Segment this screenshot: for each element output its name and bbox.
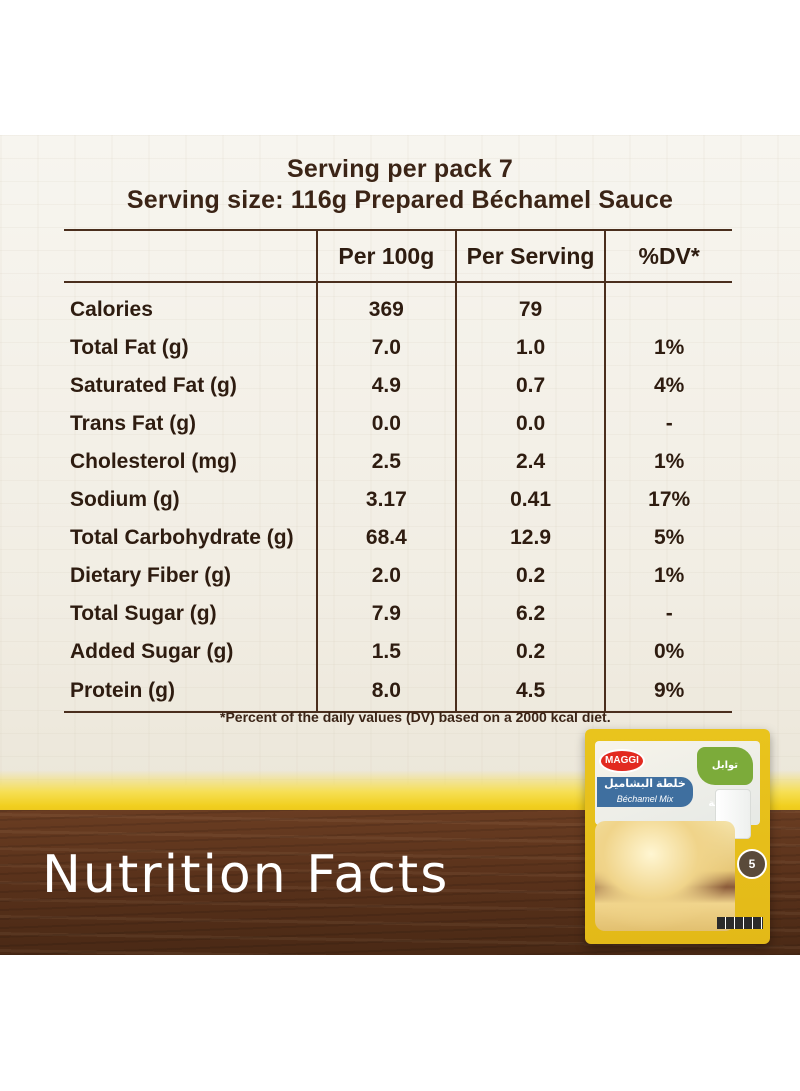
maggi-logo: MAGGI bbox=[599, 749, 645, 773]
per-serving-value: 0.41 bbox=[454, 481, 606, 519]
dv-value: - bbox=[604, 405, 732, 443]
table-header-row: Per 100g Per Serving %DV* bbox=[64, 229, 732, 283]
per-serving-value: 0.2 bbox=[454, 633, 606, 671]
nutrient-name: Saturated Fat (g) bbox=[70, 374, 237, 397]
nutrient-name: Dietary Fiber (g) bbox=[70, 564, 232, 587]
per-100g-value: 4.9 bbox=[315, 367, 456, 405]
per-serving-value: 4.5 bbox=[454, 671, 606, 713]
per-100g-value: 68.4 bbox=[315, 519, 456, 557]
nutrient-name: Trans Fat (g) bbox=[70, 412, 197, 435]
table-row: Protein (g) 8.0 4.5 9% bbox=[64, 671, 732, 713]
dv-footnote: *Percent of the daily values (DV) based … bbox=[220, 709, 611, 725]
table-row: Calories 369 79 bbox=[64, 282, 732, 329]
nutrient-name: Protein (g) bbox=[64, 671, 317, 713]
dv-value: 1% bbox=[604, 329, 732, 367]
product-name-ribbon: خلطة البشاميل Béchamel Mix bbox=[597, 777, 693, 807]
header-dv: %DV* bbox=[604, 229, 732, 283]
per-serving-value: 0.7 bbox=[454, 367, 606, 405]
dv-value: 9% bbox=[604, 671, 732, 713]
per-100g-value: 3.17 bbox=[315, 481, 456, 519]
product-pack-image: MAGGI توابل طبيعية خلطة البشاميل Béchame… bbox=[585, 729, 770, 944]
product-name-english: Béchamel Mix bbox=[616, 794, 674, 804]
per-serving-value: 0.0 bbox=[454, 405, 606, 443]
table-row: Total Sugar (g) 7.9 6.2- bbox=[64, 595, 732, 633]
nutrition-facts-headline: Nutrition Facts bbox=[42, 845, 450, 905]
table-row: Saturated Fat (g) 4.9 0.7 4% bbox=[64, 367, 732, 405]
table-row: Total Carbohydrate (g) 68.4 12.9 5% bbox=[64, 519, 732, 557]
table-row: Sodium (g) 3.17 0.41 17% bbox=[64, 481, 732, 519]
header-per-serving: Per Serving bbox=[454, 229, 606, 283]
header-per-100g: Per 100g bbox=[315, 229, 456, 283]
per-serving-value: 1.0 bbox=[454, 329, 606, 367]
product-name-arabic: خلطة البشاميل bbox=[604, 778, 686, 790]
nutrient-name: Calories bbox=[70, 298, 153, 321]
dv-value: - bbox=[604, 595, 732, 633]
per-serving-value: 12.9 bbox=[454, 519, 606, 557]
serving-size: Serving size: 116g Prepared Béchamel Sau… bbox=[126, 186, 674, 214]
table-row: Dietary Fiber (g) 2.0 0.2 1% bbox=[64, 557, 732, 595]
nutrition-strip-icon bbox=[717, 917, 763, 929]
top-white-band bbox=[0, 0, 800, 135]
nutrient-name: Sodium (g) bbox=[70, 488, 180, 511]
table-row: Trans Fat (g) 0.0 0.0- bbox=[64, 405, 732, 443]
nutrition-table: Per 100g Per Serving %DV* Calories 369 79 T… bbox=[64, 229, 732, 713]
per-100g-value: 0.0 bbox=[315, 405, 456, 443]
per-100g-value: 8.0 bbox=[315, 671, 456, 713]
lasagna-photo bbox=[595, 821, 735, 931]
servings-circle-badge: 5 bbox=[737, 849, 767, 879]
table-row: Total Fat (g) 7.0 1.0 1% bbox=[64, 329, 732, 367]
table-row: Cholesterol (mg) 2.5 2.4 1% bbox=[64, 443, 732, 481]
dv-value: 4% bbox=[604, 367, 732, 405]
dv-value: 17% bbox=[604, 481, 732, 519]
per-serving-value: 0.2 bbox=[454, 557, 606, 595]
dv-value: 5% bbox=[604, 519, 732, 557]
dv-value: 1% bbox=[604, 557, 732, 595]
table-row: Added Sugar (g) 1.5 0.2 0% bbox=[64, 633, 732, 671]
dv-value bbox=[604, 282, 732, 329]
natural-spices-badge: توابل طبيعية bbox=[697, 747, 753, 809]
per-serving-value: 79 bbox=[454, 282, 606, 329]
servings-per-pack: Serving per pack 7 bbox=[287, 155, 513, 183]
per-100g-value: 7.9 bbox=[315, 595, 456, 633]
nutrient-name: Cholesterol (mg) bbox=[70, 450, 237, 473]
dv-value: 1% bbox=[604, 443, 732, 481]
per-serving-value: 6.2 bbox=[454, 595, 606, 633]
nutrient-name: Total Carbohydrate (g) bbox=[70, 526, 294, 549]
nutrient-name: Total Fat (g) bbox=[70, 336, 189, 359]
per-100g-value: 1.5 bbox=[315, 633, 456, 671]
per-serving-value: 2.4 bbox=[454, 443, 606, 481]
nutrient-name: Total Sugar (g) bbox=[70, 602, 217, 625]
per-100g-value: 2.5 bbox=[315, 443, 456, 481]
per-100g-value: 369 bbox=[315, 282, 456, 329]
header-nutrient bbox=[64, 229, 317, 283]
nutrient-name: Added Sugar (g) bbox=[70, 640, 234, 663]
per-100g-value: 2.0 bbox=[315, 557, 456, 595]
per-100g-value: 7.0 bbox=[315, 329, 456, 367]
dv-value: 0% bbox=[604, 633, 732, 671]
